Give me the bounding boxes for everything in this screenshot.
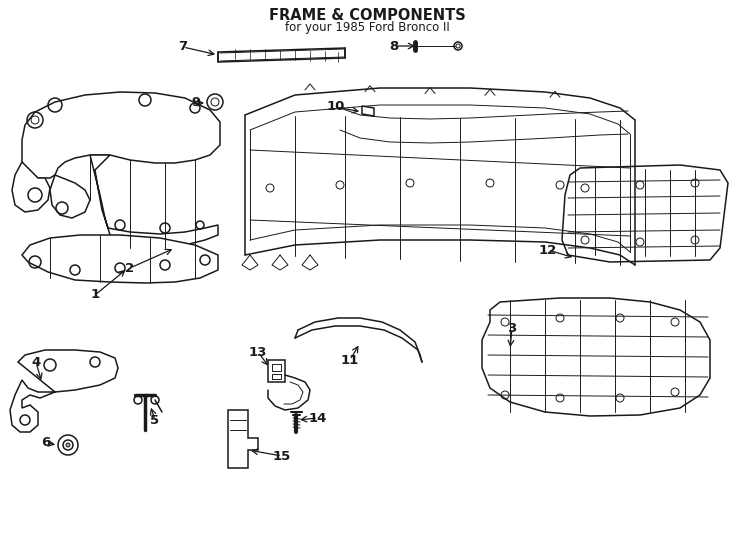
Text: 11: 11 <box>341 354 359 367</box>
Text: 13: 13 <box>249 346 267 359</box>
Text: 8: 8 <box>389 39 399 52</box>
Text: 3: 3 <box>507 321 517 334</box>
Polygon shape <box>268 360 285 382</box>
Polygon shape <box>90 155 218 248</box>
Polygon shape <box>50 175 90 218</box>
Polygon shape <box>22 92 220 178</box>
Polygon shape <box>362 106 374 116</box>
Polygon shape <box>10 350 118 432</box>
Polygon shape <box>22 235 218 283</box>
Polygon shape <box>12 162 50 212</box>
Text: 4: 4 <box>32 355 40 368</box>
Text: 12: 12 <box>539 244 557 256</box>
Text: 5: 5 <box>150 414 159 427</box>
Circle shape <box>66 443 70 447</box>
Polygon shape <box>218 48 345 62</box>
Polygon shape <box>482 298 710 416</box>
Text: 15: 15 <box>273 449 291 462</box>
Text: 14: 14 <box>309 411 327 424</box>
Text: 9: 9 <box>192 97 200 110</box>
Text: for your 1985 Ford Bronco II: for your 1985 Ford Bronco II <box>285 22 449 35</box>
Text: 7: 7 <box>178 40 188 53</box>
Text: 2: 2 <box>126 261 134 274</box>
Polygon shape <box>228 410 258 468</box>
Bar <box>272 374 281 379</box>
Polygon shape <box>562 165 728 262</box>
Bar <box>272 364 281 371</box>
Text: 6: 6 <box>41 436 51 449</box>
Text: 10: 10 <box>327 100 345 113</box>
Text: FRAME & COMPONENTS: FRAME & COMPONENTS <box>269 9 465 24</box>
Text: 1: 1 <box>90 288 100 301</box>
